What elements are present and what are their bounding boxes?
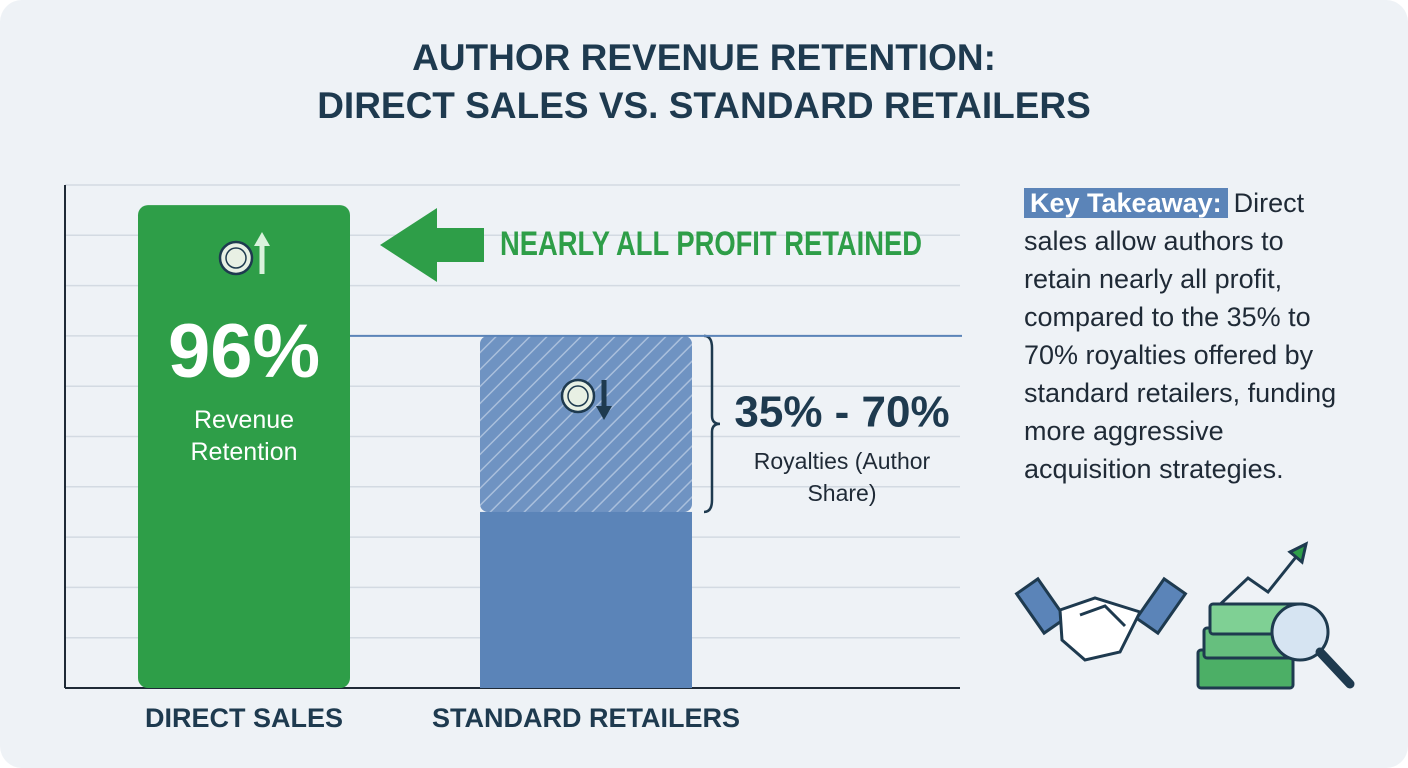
- handshake-icon: [1014, 576, 1188, 662]
- arrow-icon: [596, 406, 612, 420]
- chart-title: DIRECT SALES VS. STANDARD RETAILERS: [317, 85, 1091, 126]
- x-tick-label: STANDARD RETAILERS: [432, 703, 740, 733]
- range-brace: [703, 334, 721, 514]
- x-tick-label: DIRECT SALES: [145, 703, 343, 733]
- dollar-icon: [225, 247, 247, 269]
- arrow-icon: [254, 232, 270, 246]
- value-label: 96%: [168, 309, 320, 394]
- dollar-icon: [218, 240, 254, 276]
- bar: [480, 511, 692, 688]
- dollar-icon: [560, 378, 596, 414]
- chart-title: AUTHOR REVENUE RETENTION:: [412, 37, 996, 78]
- money-growth-icon: [1196, 541, 1355, 690]
- takeaway-text: Direct sales allow authors to retain nea…: [1024, 188, 1337, 484]
- dollar-icon: [567, 385, 589, 407]
- bar-range: [480, 335, 692, 512]
- takeaway-heading: Key Takeaway:: [1024, 188, 1228, 218]
- annotation: NEARLY ALL PROFIT RETAINED: [500, 225, 922, 263]
- value-caption: Revenue Retention: [190, 406, 298, 466]
- annotation-arrow: [380, 208, 484, 282]
- takeaway: Key Takeaway: Direct sales allow authors …: [1024, 184, 1354, 488]
- bar: [138, 205, 350, 688]
- value-label: 35% - 70%: [734, 388, 949, 437]
- value-caption: Royalties (Author Share): [753, 448, 931, 506]
